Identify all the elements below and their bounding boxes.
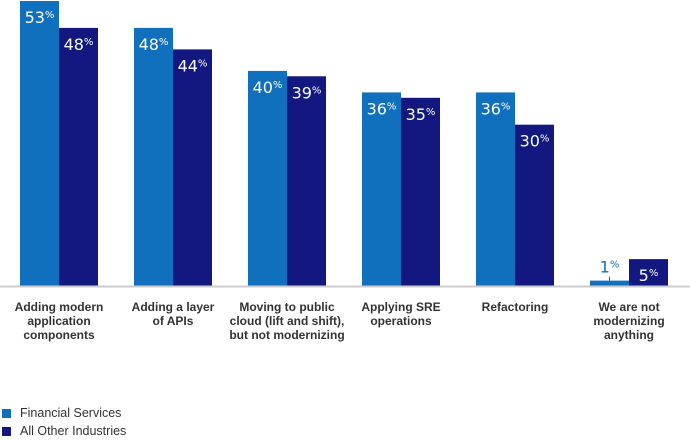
bar <box>515 124 554 286</box>
data-label: 5% <box>639 266 659 285</box>
category-label: modernizing <box>593 314 664 328</box>
bar <box>401 97 440 286</box>
legend-swatch <box>2 426 11 436</box>
category-label: application <box>27 314 90 328</box>
category-label: Moving to public <box>239 300 335 314</box>
bar <box>590 280 629 286</box>
bar <box>134 27 173 287</box>
category-label: of APIs <box>153 314 194 328</box>
legend-item-all-other-industries: All Other Industries <box>2 422 126 440</box>
category-label: operations <box>370 314 432 328</box>
data-label: 40% <box>253 78 283 97</box>
bar <box>362 92 401 286</box>
category-label: but not modernizing <box>229 328 344 342</box>
bar <box>173 49 212 286</box>
category-label: anything <box>604 328 654 342</box>
bar <box>20 1 59 286</box>
category-label: Applying SRE <box>361 300 440 314</box>
category-label: cloud (lift and shift), <box>230 314 345 328</box>
legend: Financial Services All Other Industries <box>2 404 126 440</box>
legend-item-financial-services: Financial Services <box>2 404 126 422</box>
data-label: 30% <box>520 132 550 151</box>
bar <box>287 76 326 286</box>
category-label: We are not <box>598 300 659 314</box>
data-label: 36% <box>367 99 397 118</box>
category-label: Refactoring <box>482 300 549 314</box>
category-label: components <box>23 328 95 342</box>
data-label: 35% <box>406 105 436 124</box>
data-label: 39% <box>292 83 322 102</box>
legend-label: All Other Industries <box>20 424 127 438</box>
bar <box>476 92 515 286</box>
grouped-bar-chart: 53% 48% Adding modernapplicationcomponents… <box>0 1 690 342</box>
data-label: 53% <box>25 8 55 27</box>
data-label: 44% <box>178 56 208 75</box>
legend-label: Financial Services <box>20 406 122 420</box>
data-label: 1% <box>600 258 620 277</box>
legend-swatch <box>2 408 11 418</box>
bar <box>629 259 668 286</box>
bar <box>248 70 287 286</box>
bar <box>59 27 98 287</box>
category-label: Adding modern <box>15 300 104 314</box>
category-label: Adding a layer <box>132 300 215 314</box>
data-label: 36% <box>481 99 511 118</box>
data-label: 48% <box>139 35 169 54</box>
data-label: 48% <box>64 35 94 54</box>
